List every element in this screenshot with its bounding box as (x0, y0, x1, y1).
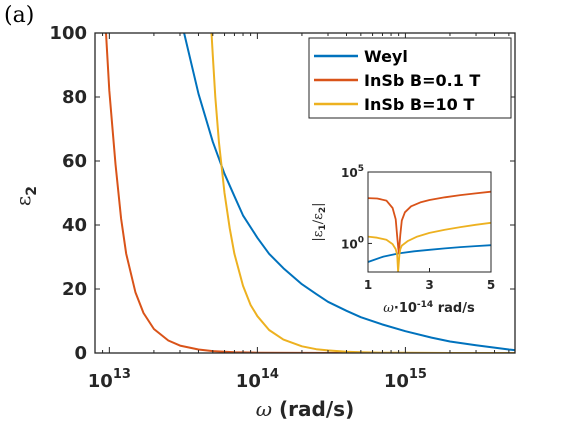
inset-y-tick-label: 105 (341, 164, 364, 180)
y-tick-label: 40 (62, 215, 87, 236)
inset-x-tick-label: 5 (487, 278, 495, 292)
panel-label: (a) (4, 3, 34, 28)
series-line-weyl (183, 33, 515, 352)
y-tick-label: 0 (74, 343, 87, 364)
y-tick-label: 80 (62, 87, 87, 108)
main-y-ticks: 0 20 40 60 80 100 (49, 23, 515, 364)
y-tick-label: 20 (62, 279, 87, 300)
inset-y-ticks: 100 105 (341, 164, 372, 251)
legend-label-insb-10t: InSb B=10 T (364, 95, 474, 114)
x-tick-label: 1015 (384, 367, 427, 392)
main-axes-box (94, 32, 516, 354)
inset-x-tick-label: 1 (364, 278, 372, 292)
inset-x-tick-label: 3 (425, 278, 433, 292)
main-x-ticks: 1013 1014 1015 (88, 33, 510, 392)
inset-series-line-insb-10t (368, 221, 491, 272)
y-tick-label: 60 (62, 151, 87, 172)
inset-plot-area (368, 172, 491, 272)
inset-y-tick-label: 100 (341, 235, 364, 251)
main-x-axis-label: ω (rad/s) (256, 397, 354, 421)
main-legend: Weyl InSb B=0.1 T InSb B=10 T (308, 37, 512, 119)
main-y-axis-label: ε2 (11, 186, 40, 206)
legend-label-insb-0-1t: InSb B=0.1 T (364, 71, 480, 90)
y-tick-label: 100 (49, 23, 87, 44)
legend-label-weyl: Weyl (364, 47, 408, 66)
inset-series-group (368, 190, 491, 272)
x-tick-label: 1014 (236, 367, 279, 392)
inset-chart: 100 105 1 3 5 ω·10-14 rad/s |ε1/ε2| (311, 164, 495, 316)
inset-axes-box (367, 171, 492, 273)
x-tick-label: 1013 (88, 367, 131, 392)
inset-series-line-insb-0-1t (368, 190, 491, 255)
inset-series-line-weyl (368, 244, 491, 263)
inset-y-axis-label: |ε1/ε2| (311, 202, 328, 241)
inset-x-axis-label: ω·10-14 rad/s (383, 300, 475, 316)
